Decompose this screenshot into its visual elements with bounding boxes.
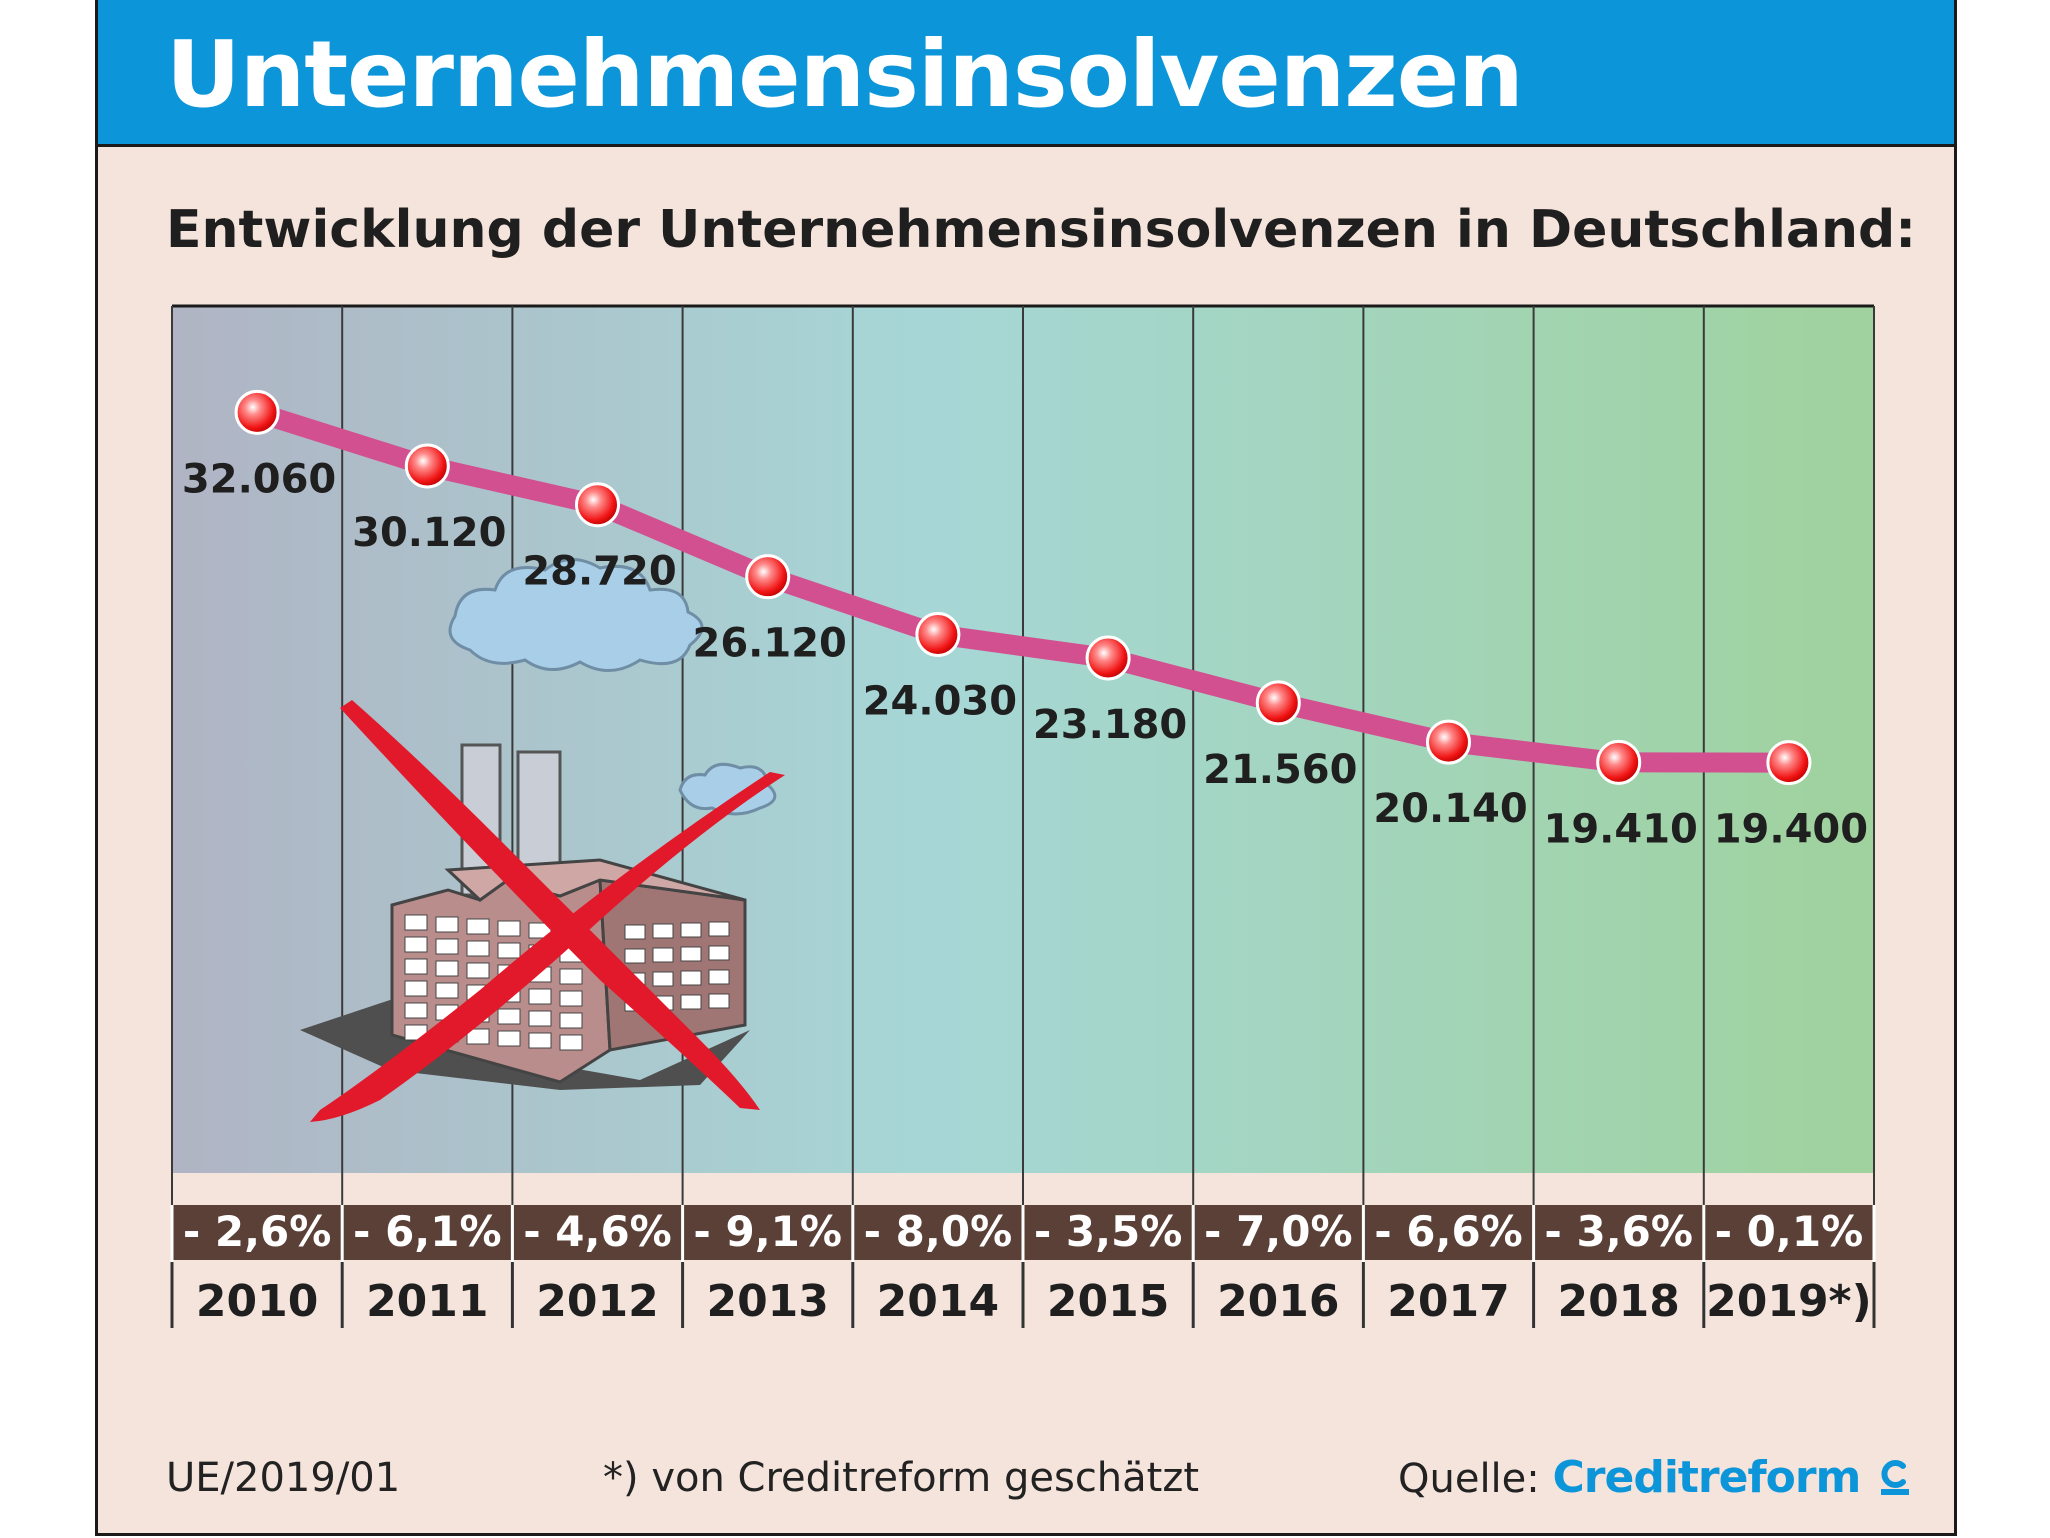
data-value-label: 19.400 bbox=[1714, 807, 1868, 853]
factory-window bbox=[404, 1002, 428, 1019]
cross-stroke-2-icon bbox=[310, 772, 785, 1122]
factory-window bbox=[680, 994, 702, 1010]
factory-window bbox=[435, 982, 459, 999]
factory-window bbox=[435, 938, 459, 955]
x-tick-label: 2012 bbox=[536, 1276, 658, 1327]
x-tick-label: 2019*) bbox=[1706, 1276, 1872, 1327]
title-bar: Unternehmensinsolvenzen bbox=[98, 0, 1954, 147]
data-value-label: 26.120 bbox=[693, 621, 847, 667]
source-label: Quelle: bbox=[1398, 1456, 1540, 1502]
insolvency-trend-line bbox=[247, 402, 1799, 773]
factory-window bbox=[708, 945, 730, 961]
data-value-label: 19.410 bbox=[1544, 806, 1698, 852]
factory-window bbox=[708, 993, 730, 1009]
factory-window bbox=[528, 1010, 552, 1027]
data-point-markers bbox=[234, 389, 1812, 786]
factory-window bbox=[528, 1032, 552, 1049]
change-percent-label: - 0,1% bbox=[1715, 1207, 1864, 1256]
change-percent-label: - 6,6% bbox=[1374, 1207, 1523, 1256]
factory-window bbox=[559, 968, 583, 985]
factory-window bbox=[497, 1008, 521, 1025]
factory-window bbox=[680, 946, 702, 962]
change-percent-label: - 9,1% bbox=[693, 1207, 842, 1256]
factory-window bbox=[466, 962, 490, 979]
factory-window bbox=[559, 1012, 583, 1029]
factory-window bbox=[404, 936, 428, 953]
factory-window bbox=[466, 1028, 490, 1045]
factory-window bbox=[435, 916, 459, 933]
source-credit: Quelle: Creditreform bbox=[1398, 1452, 1911, 1503]
document-code: UE/2019/01 bbox=[166, 1455, 401, 1501]
factory-window bbox=[466, 918, 490, 935]
data-point-marker bbox=[1085, 635, 1131, 681]
factory-window bbox=[680, 922, 702, 938]
change-percent-label: - 3,6% bbox=[1544, 1207, 1693, 1256]
data-point-marker bbox=[1255, 680, 1301, 726]
x-tick-label: 2015 bbox=[1047, 1276, 1169, 1327]
data-point-marker bbox=[575, 482, 620, 528]
factory-window bbox=[624, 948, 646, 964]
factory-window bbox=[652, 971, 674, 987]
data-point-marker bbox=[1596, 739, 1642, 785]
factory-window bbox=[404, 914, 428, 931]
factory-window bbox=[624, 924, 646, 940]
change-percent-label: - 4,6% bbox=[523, 1207, 672, 1256]
crossed-out-factory-illustration bbox=[300, 558, 785, 1122]
smoke-cloud-icon bbox=[448, 558, 704, 672]
factory-window bbox=[652, 923, 674, 939]
chart-title: Entwicklung der Unternehmensinsolvenzen … bbox=[166, 200, 1917, 260]
factory-window bbox=[466, 940, 490, 957]
data-value-label: 30.120 bbox=[352, 510, 506, 556]
factory-window bbox=[404, 980, 428, 997]
data-value-label: 20.140 bbox=[1373, 786, 1527, 832]
factory-window bbox=[497, 920, 521, 937]
change-percent-label: - 7,0% bbox=[1204, 1207, 1353, 1256]
x-tick-label: 2018 bbox=[1557, 1276, 1679, 1327]
factory-window bbox=[652, 947, 674, 963]
data-point-marker bbox=[915, 612, 961, 658]
x-tick-label: 2011 bbox=[366, 1276, 488, 1327]
page-title: Unternehmensinsolvenzen bbox=[166, 21, 1524, 128]
factory-window bbox=[497, 942, 521, 959]
data-value-label: 21.560 bbox=[1203, 747, 1357, 793]
factory-window bbox=[708, 969, 730, 985]
x-tick-label: 2013 bbox=[706, 1276, 828, 1327]
x-tick-label: 2010 bbox=[196, 1276, 318, 1327]
estimate-footnote: *) von Creditreform geschätzt bbox=[603, 1455, 1200, 1501]
data-value-labels: 32.060 30.120 28.720 26.120 24.030 23.180 21.5… bbox=[182, 456, 1868, 852]
factory-window bbox=[404, 958, 428, 975]
data-value-label: 23.180 bbox=[1033, 702, 1187, 748]
data-value-label: 28.720 bbox=[522, 549, 676, 595]
data-point-marker bbox=[234, 389, 280, 435]
factory-window bbox=[435, 960, 459, 977]
x-axis-year-labels: 2010 2011 2012 2013 2014 2015 2016 2017 2018 2019… bbox=[196, 1276, 1872, 1327]
yearly-change-labels: - 2,6% - 6,1% - 4,6% - 9,1% - 8,0% - 3,5% - 7,… bbox=[183, 1207, 1863, 1256]
factory-window bbox=[559, 1034, 583, 1051]
change-percent-label: - 2,6% bbox=[183, 1207, 332, 1256]
data-value-label: 24.030 bbox=[863, 679, 1017, 725]
data-point-marker bbox=[1426, 719, 1471, 765]
change-percent-label: - 6,1% bbox=[353, 1207, 502, 1256]
creditreform-logo-icon bbox=[1881, 1460, 1910, 1495]
factory-window bbox=[708, 921, 730, 937]
x-tick-label: 2017 bbox=[1387, 1276, 1509, 1327]
data-value-label: 32.060 bbox=[182, 456, 336, 502]
source-brand: Creditreform bbox=[1552, 1452, 1861, 1503]
data-point-marker bbox=[1766, 740, 1812, 786]
factory-window bbox=[680, 970, 702, 986]
data-point-marker bbox=[404, 443, 450, 489]
cross-stroke-1-icon bbox=[340, 700, 760, 1110]
x-tick-label: 2016 bbox=[1217, 1276, 1339, 1327]
change-percent-label: - 3,5% bbox=[1034, 1207, 1183, 1256]
factory-window bbox=[559, 990, 583, 1007]
factory-window bbox=[528, 988, 552, 1005]
data-point-marker bbox=[745, 554, 791, 600]
band-dividers bbox=[170, 1205, 1876, 1328]
x-tick-label: 2014 bbox=[877, 1276, 999, 1327]
factory-window bbox=[497, 1030, 521, 1047]
change-percent-label: - 8,0% bbox=[864, 1207, 1013, 1256]
